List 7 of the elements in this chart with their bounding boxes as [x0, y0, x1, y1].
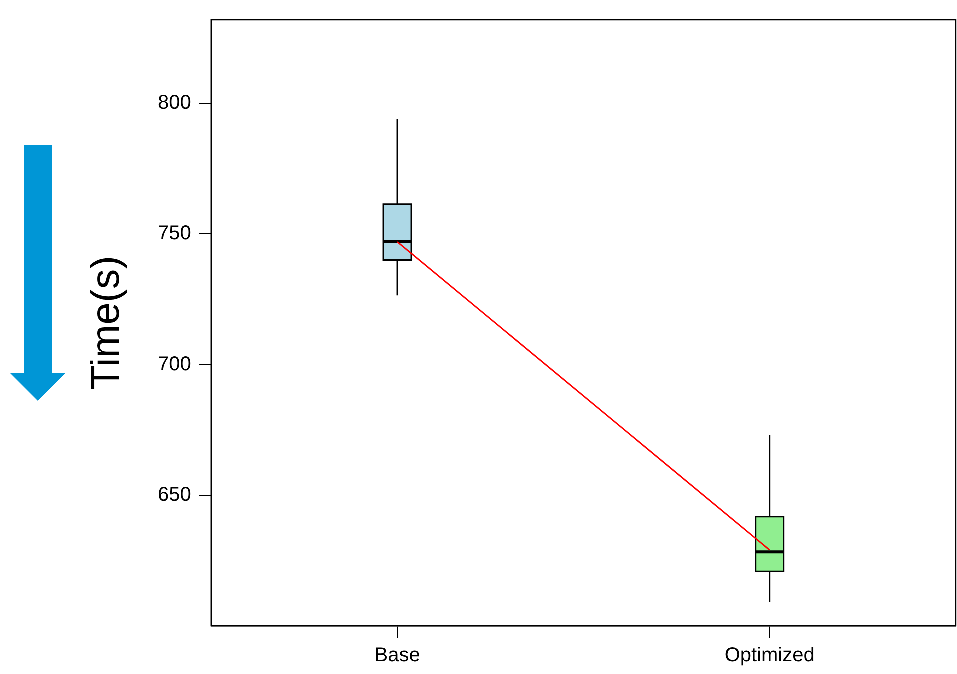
y-axis-title: Time(s): [84, 256, 128, 390]
x-tick-label: Optimized: [724, 644, 815, 667]
y-tick-label: 800: [158, 92, 192, 114]
y-tick-label: 750: [158, 222, 192, 245]
x-tick-label: Base: [374, 644, 420, 667]
y-tick-label: 700: [158, 353, 192, 376]
y-tick-label: 650: [158, 484, 192, 506]
